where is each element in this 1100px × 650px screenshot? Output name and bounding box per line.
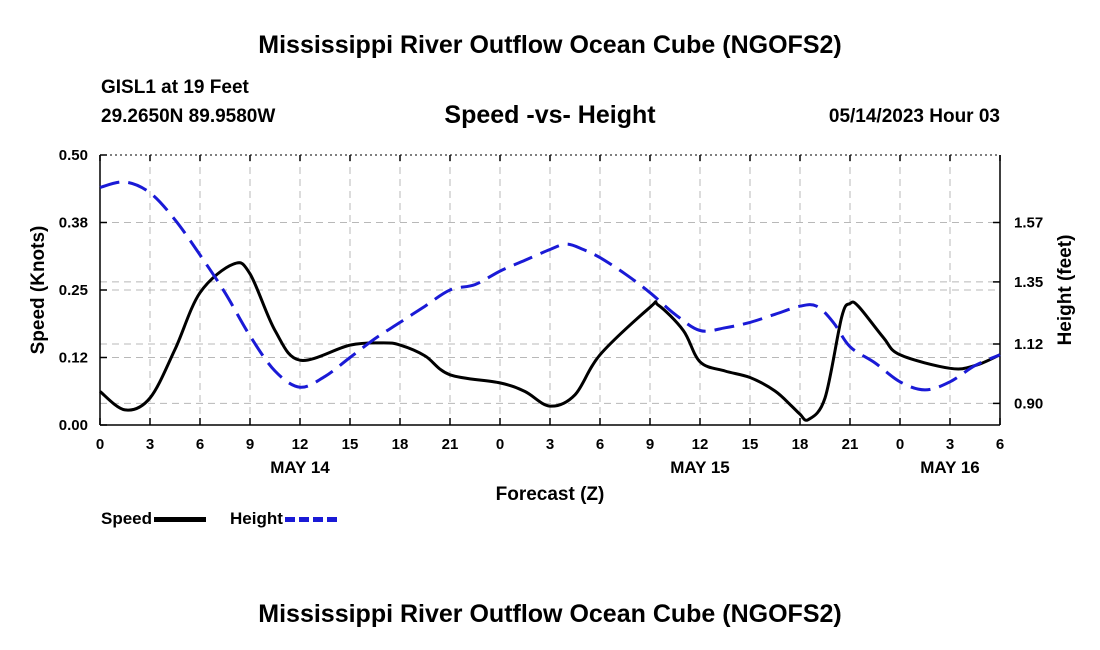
x-tick-label: 12 (292, 436, 309, 453)
station-label: GISL1 at 19 Feet (101, 77, 249, 98)
x-tick-label: 0 (896, 436, 904, 453)
y2-axis-title: Height (feet) (1055, 235, 1076, 346)
x-tick-label: 3 (146, 436, 154, 453)
x-axis-title: Forecast (Z) (496, 484, 605, 505)
x-tick-label: 21 (442, 436, 459, 453)
y2-tick-label: 1.57 (1014, 215, 1043, 232)
y-tick-label: 0.50 (59, 147, 88, 164)
x-tick-label: 6 (196, 436, 204, 453)
legend-speed: Speed (101, 509, 207, 529)
legend-speed-swatch (154, 516, 207, 522)
legend-height: Height (230, 509, 337, 529)
date-label: MAY 16 (920, 458, 980, 477)
y-tick-label: 0.25 (59, 282, 88, 299)
x-tick-label: 9 (646, 436, 654, 453)
legend-height-label: Height (230, 509, 283, 528)
x-tick-label: 6 (996, 436, 1004, 453)
x-tick-label: 12 (692, 436, 709, 453)
x-tick-label: 0 (496, 436, 504, 453)
forecast-datetime: 05/14/2023 Hour 03 (828, 106, 1000, 127)
y-axis-title: Speed (Knots) (28, 226, 49, 355)
x-tick-label: 15 (342, 436, 359, 453)
legend-speed-label: Speed (101, 509, 153, 528)
station-coordinates: 29.2650N 89.9580W (101, 106, 276, 127)
chart-title: Mississippi River Outflow Ocean Cube (NG… (258, 31, 842, 59)
y2-tick-label: 1.12 (1014, 336, 1043, 353)
date-label: MAY 14 (270, 458, 330, 477)
x-tick-label: 18 (392, 436, 409, 453)
x-tick-label: 0 (96, 436, 104, 453)
x-tick-label: 21 (842, 436, 859, 453)
legend-height-swatch (284, 516, 337, 522)
x-tick-label: 9 (246, 436, 254, 453)
y2-tick-label: 0.90 (1014, 395, 1043, 412)
y2-tick-label: 1.35 (1014, 274, 1043, 291)
chart-subtitle: Speed -vs- Height (444, 101, 656, 129)
x-tick-label: 6 (596, 436, 604, 453)
date-label: MAY 15 (670, 458, 730, 477)
y-tick-label: 0.00 (59, 417, 88, 434)
series-line-speed (99, 261, 1001, 422)
y-tick-label: 0.12 (59, 350, 88, 367)
chart-title-repeat: Mississippi River Outflow Ocean Cube (NG… (258, 600, 842, 628)
x-tick-label: 3 (946, 436, 954, 453)
series-line-height (99, 180, 1001, 392)
x-tick-label: 3 (546, 436, 554, 453)
x-tick-label: 15 (742, 436, 759, 453)
x-tick-label: 18 (792, 436, 809, 453)
y-tick-label: 0.38 (59, 215, 88, 232)
